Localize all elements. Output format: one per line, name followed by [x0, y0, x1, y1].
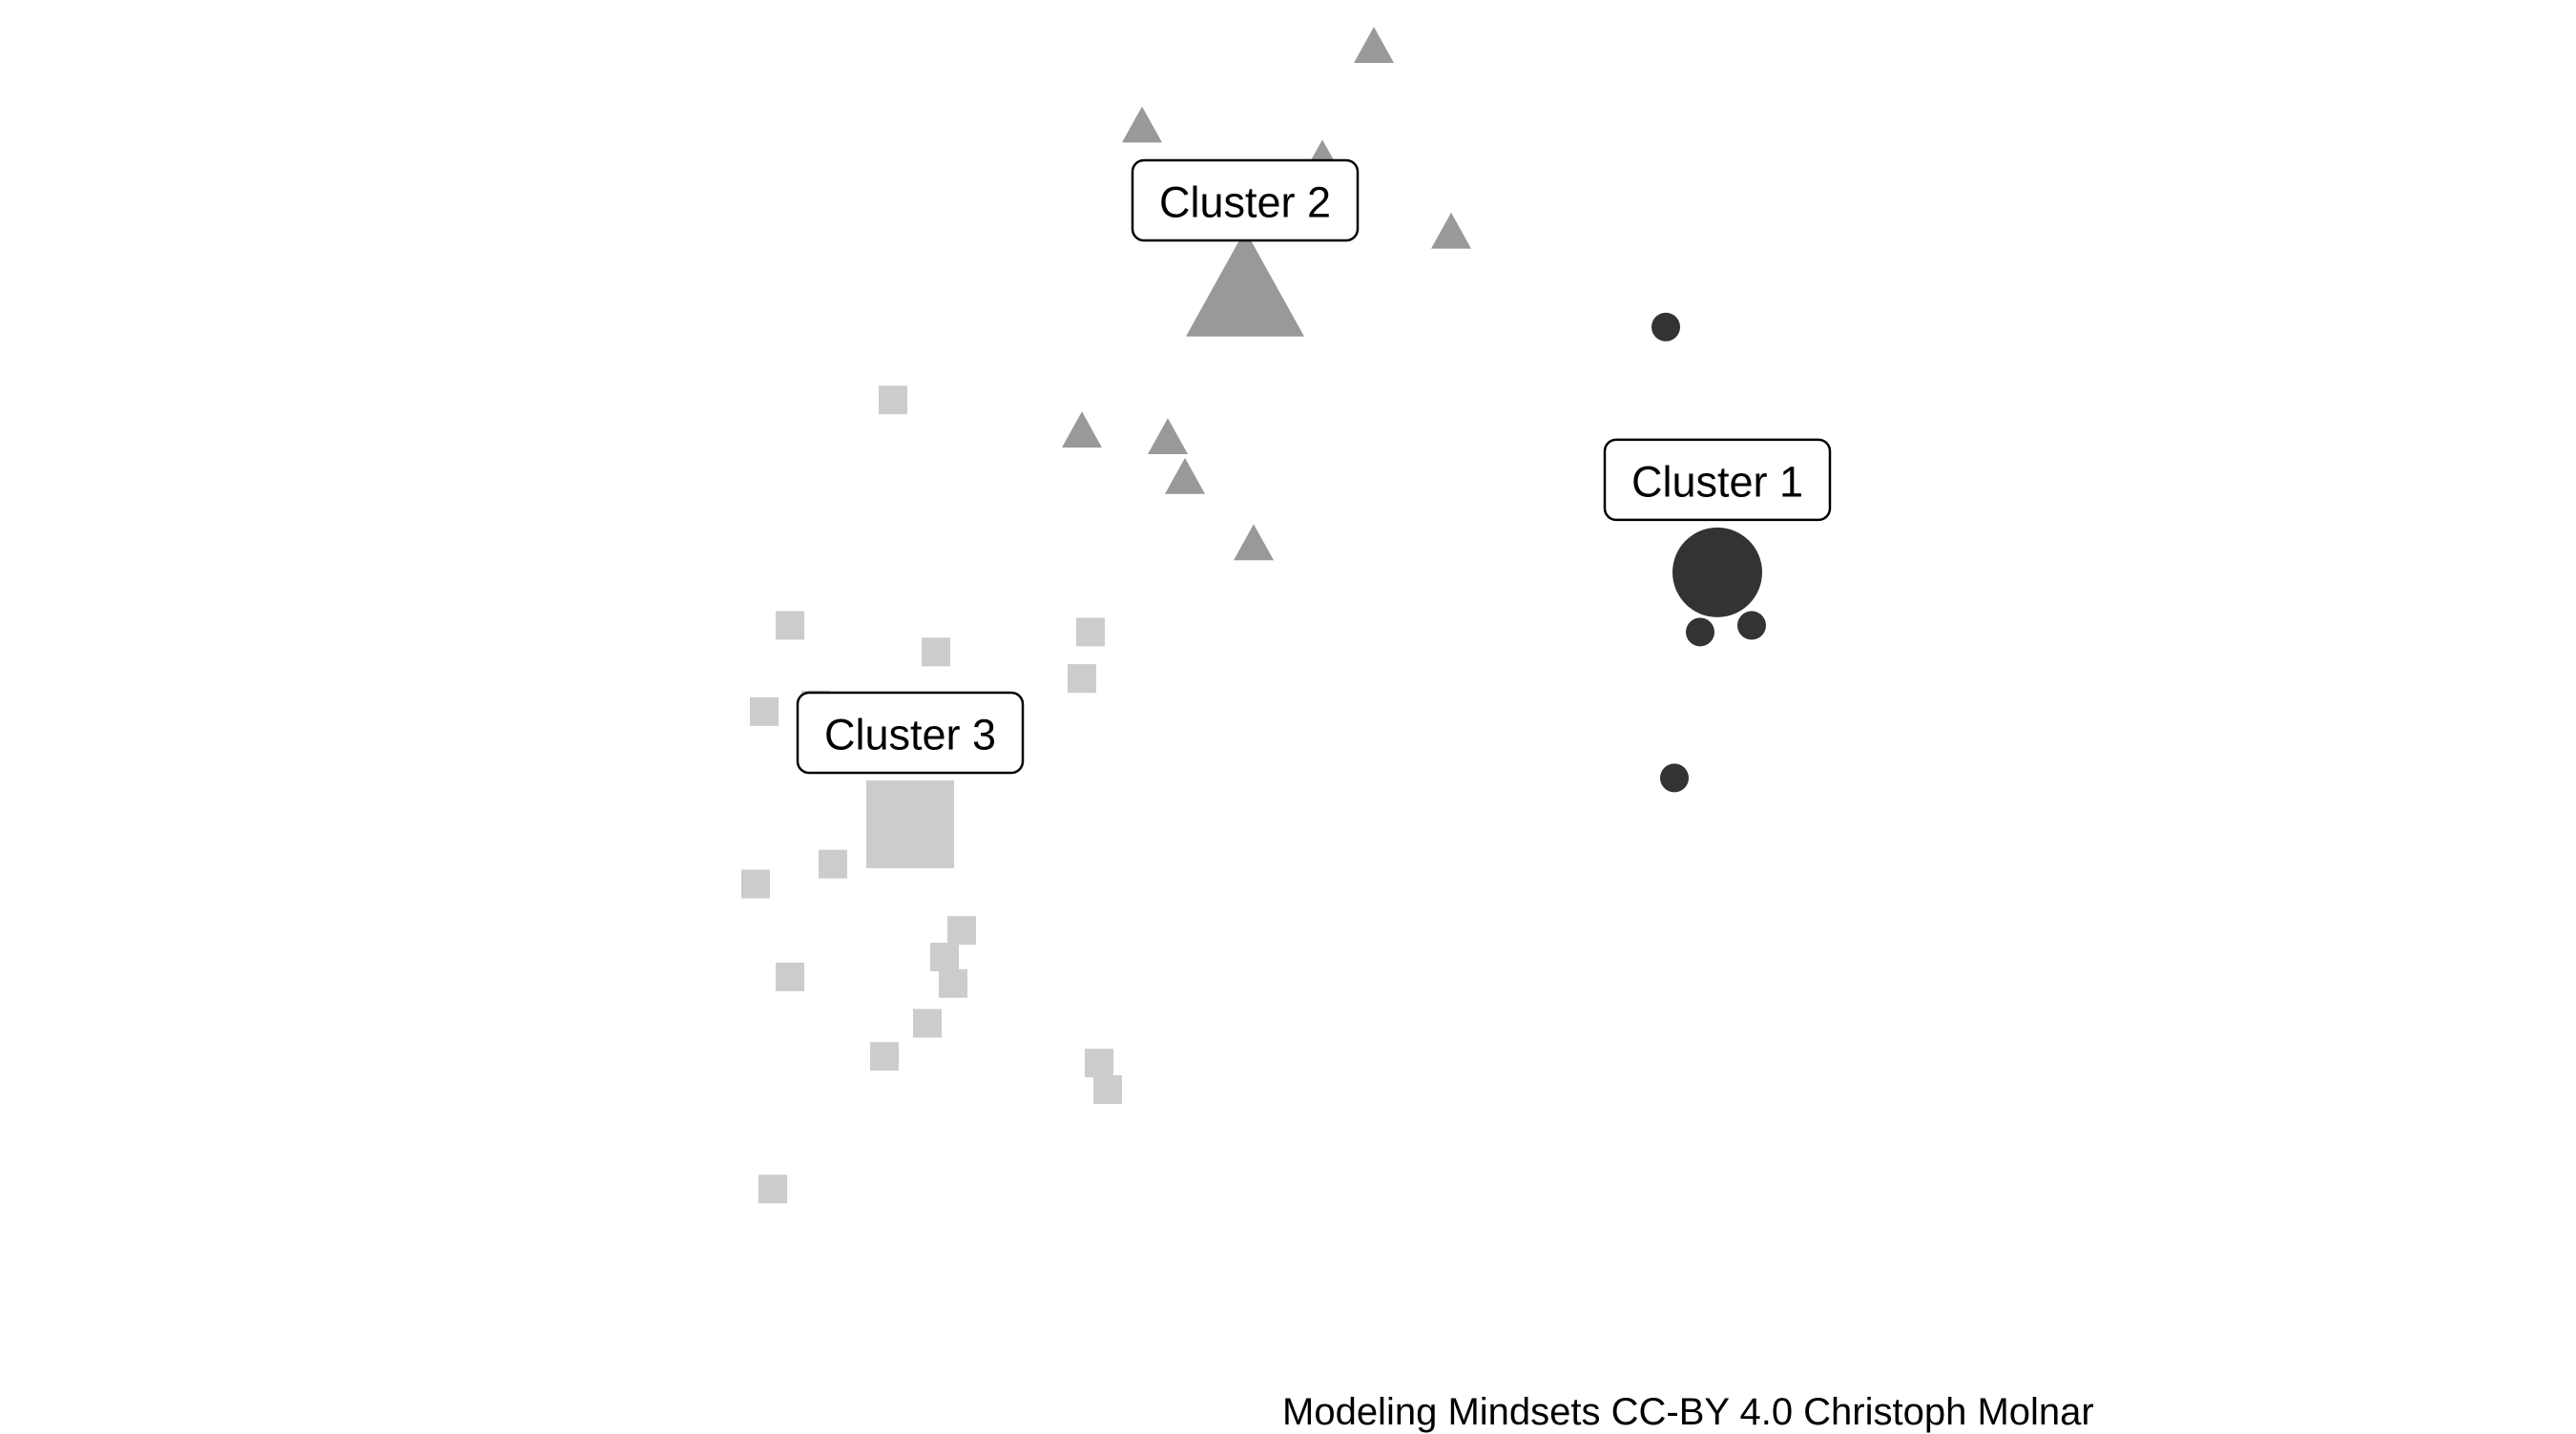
cluster-3-point-14: [776, 962, 804, 991]
cluster-2-point-5: [1062, 411, 1102, 448]
cluster-3-point-9: [819, 849, 847, 879]
cluster-3-point-12: [930, 943, 959, 971]
cluster-2-point-6: [1148, 418, 1188, 455]
cluster-labels-layer: Cluster 1 Cluster 2 Cluster 3: [796, 158, 1832, 775]
cluster-2-label-box: [1131, 158, 1360, 242]
cluster-3-point-6: [750, 696, 779, 726]
cluster-3-point-10: [741, 869, 770, 899]
cluster-1-centroid: [1672, 527, 1762, 617]
cluster-3-point-11: [947, 916, 976, 946]
cluster-3-point-3: [922, 637, 950, 667]
cluster-1-point-5: [1660, 763, 1689, 793]
cluster-3-point-15: [913, 1008, 942, 1038]
cluster-2-centroid: [1186, 230, 1304, 337]
cluster-2-point-8: [1234, 524, 1274, 561]
cluster-3-point-16: [870, 1042, 899, 1071]
cluster-3-label: Cluster 3: [796, 691, 1025, 775]
cluster-3-point-4: [1076, 617, 1105, 647]
caption: Modeling Mindsets CC-BY 4.0 Christoph Mo…: [1282, 1391, 2094, 1433]
cluster-1-point-1: [1652, 312, 1680, 342]
cluster-2-point-4: [1431, 212, 1471, 249]
cluster-3-point-1: [879, 385, 907, 415]
cluster-2-point-1: [1354, 27, 1394, 63]
centroids-layer: [866, 230, 1762, 868]
cluster-3-point-19: [758, 1174, 787, 1204]
cluster-1-label-box: [1603, 438, 1832, 522]
cluster-2-label: Cluster 2: [1131, 158, 1360, 242]
cluster-3-point-13: [939, 968, 967, 998]
cluster-1-point-4: [1686, 617, 1714, 647]
cluster-3-point-18: [1093, 1075, 1122, 1104]
cluster-3-point-2: [776, 611, 804, 640]
cluster-3-label-text: Cluster 3: [824, 711, 996, 759]
cluster-3-point-5: [1068, 664, 1096, 694]
cluster-2-point-7: [1165, 457, 1205, 494]
cluster-1-point-3: [1737, 611, 1766, 640]
cluster-3-label-box: [796, 691, 1025, 775]
cluster-1-label: Cluster 1: [1603, 438, 1832, 522]
cluster-1-label-text: Cluster 1: [1631, 457, 1803, 506]
cluster-2-label-text: Cluster 2: [1159, 178, 1331, 227]
cluster-2-point-2: [1122, 106, 1162, 143]
cluster-3-point-17: [1085, 1049, 1113, 1078]
cluster-3-centroid: [866, 780, 954, 868]
